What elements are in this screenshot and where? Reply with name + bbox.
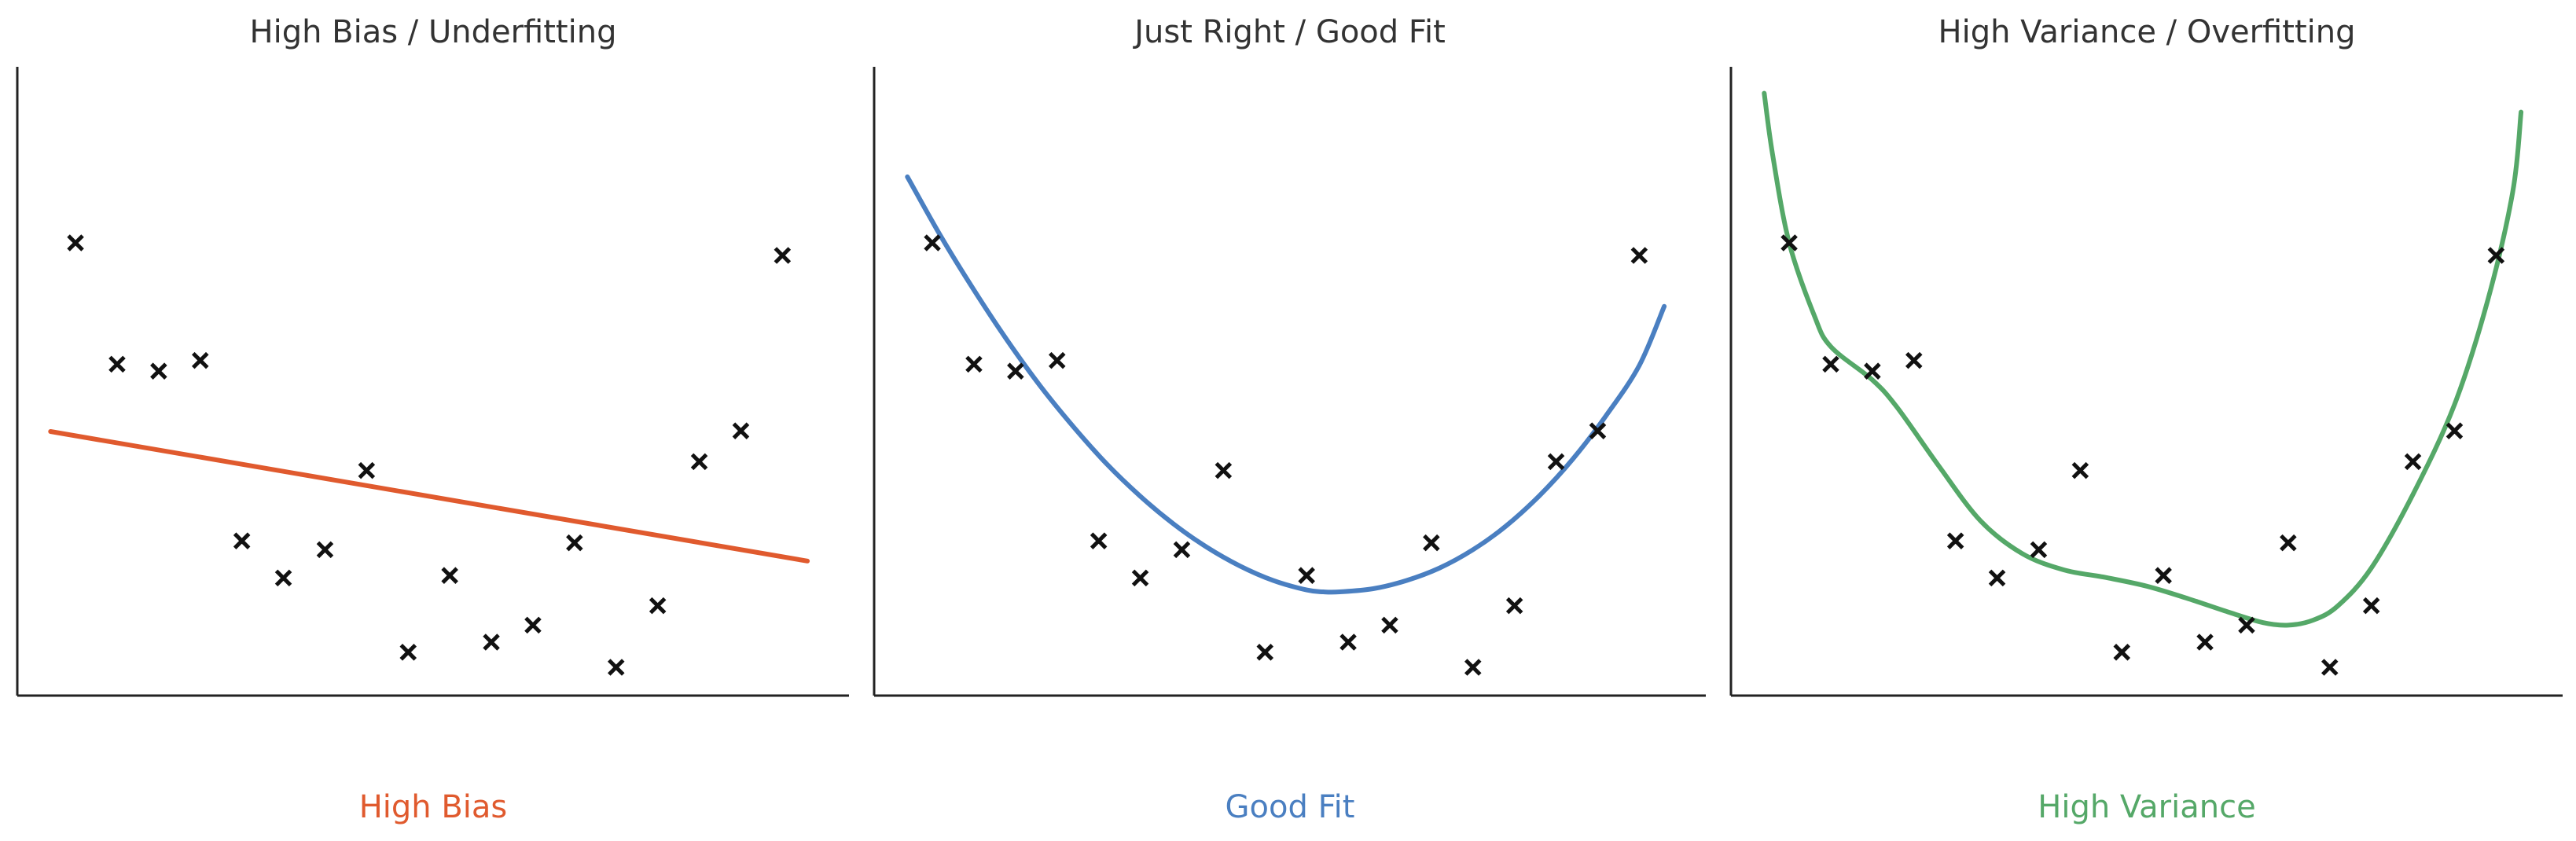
data-point: [191, 351, 209, 369]
data-point: [1547, 453, 1565, 471]
data-point: [2487, 247, 2505, 264]
data-point: [1864, 362, 1881, 380]
panel-caption: High Bias: [359, 789, 508, 825]
data-point: [483, 634, 500, 651]
data-point: [2238, 616, 2255, 634]
data-point: [1381, 616, 1398, 634]
data-point: [1423, 534, 1440, 552]
data-point: [2321, 659, 2339, 676]
data-point: [1131, 569, 1149, 587]
data-point: [1505, 597, 1523, 615]
data-point: [316, 541, 334, 559]
data-point: [732, 422, 750, 439]
panel-good-fit: Just Right / Good Fit Good Fit: [873, 14, 1706, 825]
data-point: [1464, 659, 1482, 676]
data-point: [1822, 355, 1839, 373]
data-point: [2071, 461, 2089, 479]
axes: [1729, 67, 2563, 697]
fit-line: [48, 429, 810, 564]
data-point: [649, 597, 667, 615]
data-point: [1090, 532, 1108, 549]
data-point: [1173, 541, 1191, 559]
data-point: [108, 355, 126, 373]
fit-line: [905, 174, 1667, 595]
data-point: [924, 234, 941, 252]
data-point: [690, 453, 708, 471]
data-point: [358, 461, 376, 479]
data-point: [566, 534, 583, 552]
data-point: [67, 234, 84, 252]
data-point: [607, 659, 625, 676]
data-point: [1048, 351, 1066, 369]
panel-caption: Good Fit: [1226, 789, 1355, 825]
data-point: [524, 616, 542, 634]
data-point: [1215, 461, 1233, 479]
data-point: [1630, 247, 1648, 264]
data-point: [2446, 422, 2464, 439]
panel-title: High Bias / Underfitting: [250, 14, 617, 50]
data-point: [2113, 644, 2131, 661]
data-point: [2404, 453, 2422, 471]
data-point: [1256, 644, 1274, 661]
panel-overfitting: High Variance / Overfitting High Varianc…: [1729, 14, 2563, 825]
data-point: [2280, 534, 2297, 552]
panel-underfitting: High Bias / Underfitting High Bias: [16, 14, 849, 825]
data-point: [1007, 362, 1024, 380]
data-point: [441, 567, 458, 584]
axes: [873, 67, 1706, 697]
data-point: [1946, 532, 1964, 549]
data-point: [233, 532, 251, 549]
data-point: [2196, 634, 2214, 651]
fit-line: [1762, 90, 2524, 628]
data-points: [924, 234, 1648, 676]
data-point: [1780, 234, 1798, 252]
data-point: [1298, 567, 1315, 584]
data-points: [67, 234, 792, 676]
axes: [16, 67, 849, 697]
data-point: [965, 355, 983, 373]
panel-title: High Variance / Overfitting: [1938, 14, 2356, 50]
data-point: [1589, 422, 1607, 439]
data-point: [2030, 541, 2048, 559]
data-point: [1988, 569, 2006, 587]
data-point: [1905, 351, 1923, 369]
data-points: [1780, 234, 2505, 676]
data-point: [1339, 634, 1357, 651]
data-point: [2362, 597, 2380, 615]
panel-caption: High Variance: [2038, 789, 2255, 825]
data-point: [2155, 567, 2172, 584]
data-point: [399, 644, 417, 661]
data-point: [274, 569, 292, 587]
data-point: [774, 247, 792, 264]
panel-title: Just Right / Good Fit: [1132, 14, 1446, 50]
data-point: [150, 362, 167, 380]
